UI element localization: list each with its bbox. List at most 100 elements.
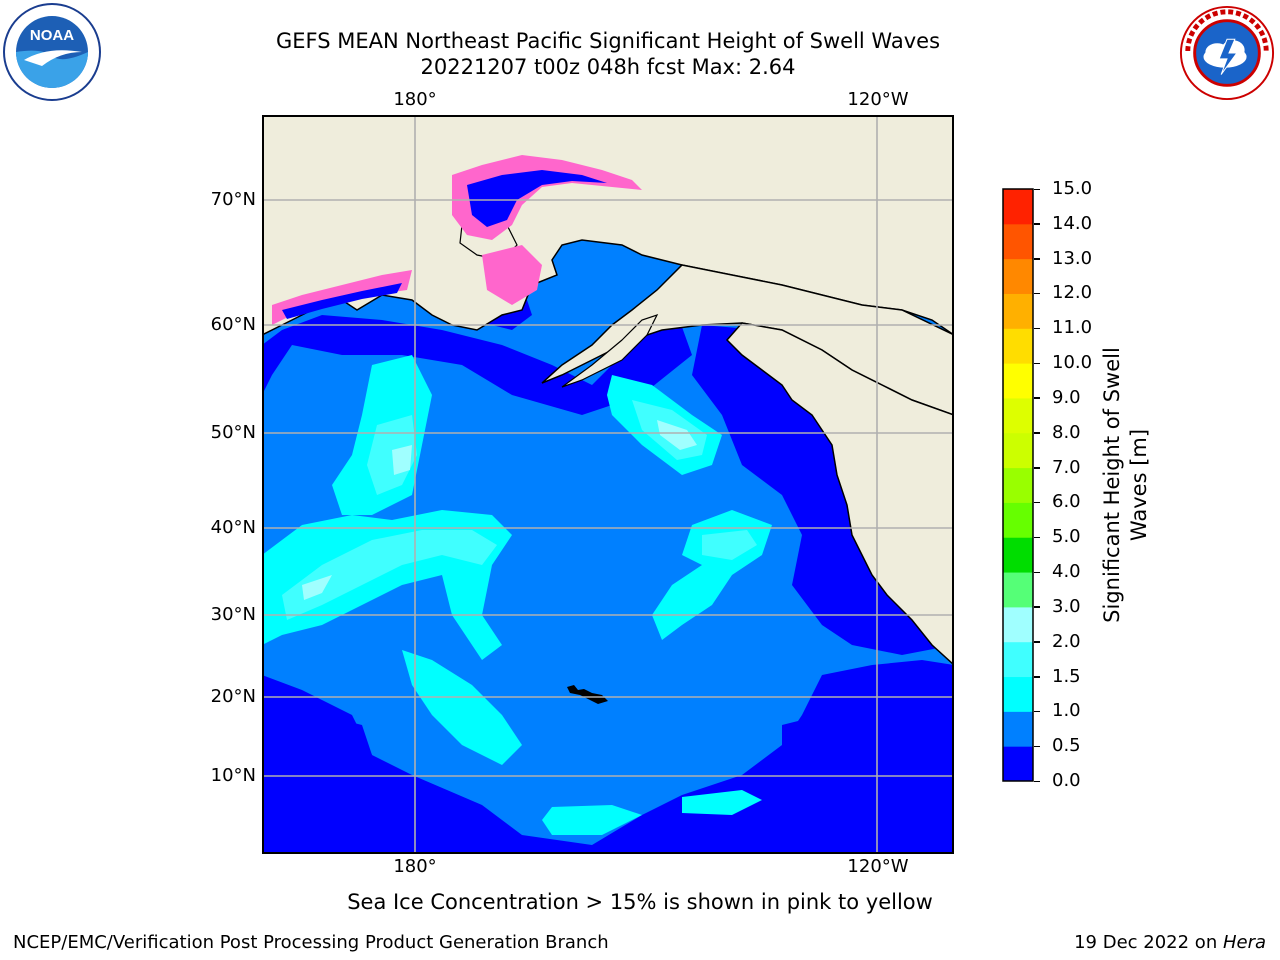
swell-low-patch2	[312, 715, 372, 760]
swell-15-north	[367, 415, 417, 495]
colorbar-tick-mark	[1034, 606, 1040, 608]
colorbar-segment	[1003, 676, 1033, 712]
swell-15-east	[702, 530, 757, 560]
map-panel	[262, 115, 954, 854]
colorbar-label-line1: Significant Height of Swell	[1100, 347, 1124, 623]
colorbar-segment	[1003, 711, 1033, 747]
swell-2-north	[392, 445, 412, 475]
colorbar-segment	[1003, 606, 1033, 643]
footer-date: 19 Dec 2022 on Hera	[1074, 932, 1266, 953]
colorbar-segment	[1003, 189, 1033, 225]
colorbar-tick-mark	[1034, 327, 1040, 330]
sea-ice-caption: Sea Ice Concentration > 15% is shown in …	[347, 890, 933, 914]
lat-label-40n: 40°N	[210, 517, 256, 538]
noaa-logo: NOAA	[3, 3, 101, 101]
chart-title: GEFS MEAN Northeast Pacific Significant …	[275, 29, 941, 53]
colorbar-tick-label: 0.5	[1052, 735, 1081, 757]
swell-1-bottom2	[682, 790, 762, 815]
colorbar-segments	[1003, 189, 1033, 782]
colorbar-tick-label: 6.0	[1052, 491, 1081, 513]
colorbar-tick-mark	[1034, 397, 1040, 399]
colorbar-tick-mark	[1034, 641, 1040, 643]
swell-15-west	[282, 530, 497, 620]
lon-label-top-180: 180°	[393, 89, 437, 110]
sea-ice-coast-inner	[282, 283, 402, 319]
colorbar-tick-mark	[1034, 188, 1040, 190]
colorbar-segment	[1003, 502, 1033, 538]
colorbar-tick-mark	[1034, 536, 1040, 539]
colorbar-segment	[1003, 537, 1033, 573]
swell-low-south-west	[262, 660, 954, 854]
colorbar-label: Significant Height of Swell Waves [m]	[1099, 335, 1155, 635]
swell-low-alaska	[262, 315, 692, 415]
sea-ice-bering-inner	[467, 170, 607, 227]
colorbar-segment	[1003, 363, 1033, 399]
lat-label-70n: 70°N	[210, 189, 256, 210]
colorbar-tick-mark	[1034, 467, 1040, 469]
colorbar-tick-label: 1.5	[1052, 665, 1081, 687]
colorbar-tick-mark	[1034, 780, 1040, 782]
colorbar-tick-mark	[1034, 432, 1040, 434]
footer-date-text: 19 Dec 2022 on	[1074, 932, 1223, 953]
map-frame	[262, 115, 954, 854]
colorbar-tick-label: 7.0	[1052, 456, 1081, 478]
footer-machine: Hera	[1222, 932, 1266, 953]
colorbar-tick-label: 8.0	[1052, 421, 1081, 443]
lat-label-50n: 50°N	[210, 422, 256, 443]
colorbar-tick-label: 14.0	[1052, 212, 1093, 234]
colorbar-segment	[1003, 223, 1033, 260]
land-peninsula	[561, 313, 659, 388]
colorbar-tick-mark	[1034, 501, 1040, 504]
swell-1-bottom	[542, 805, 642, 835]
swell-2-gulf	[657, 420, 697, 450]
colorbar-segment	[1003, 293, 1033, 329]
swell-1-south	[402, 650, 522, 765]
colorbar-tick-label: 13.0	[1052, 247, 1093, 269]
land-hawaii	[567, 685, 608, 704]
colorbar-tick-mark	[1034, 710, 1040, 713]
swell-low-patch	[782, 715, 852, 755]
sea-ice-strait	[482, 245, 542, 305]
lon-label-top-120w: 120°W	[847, 89, 909, 110]
colorbar-tick-label: 1.0	[1052, 700, 1081, 722]
colorbar-tick-label: 12.0	[1052, 282, 1093, 304]
lon-label-bottom-120w: 120°W	[847, 856, 909, 877]
colorbar-segment	[1003, 328, 1033, 364]
colorbar-segment	[1003, 467, 1033, 503]
colorbar-tick-mark	[1034, 292, 1040, 295]
colorbar-tick-label: 5.0	[1052, 526, 1081, 548]
colorbar-tick-label: 0.0	[1052, 770, 1081, 791]
graticule	[262, 115, 954, 854]
noaa-logo-text: NOAA	[30, 27, 74, 44]
nws-logo	[1179, 5, 1275, 101]
colorbar-segment	[1003, 746, 1033, 782]
lat-label-20n: 20°N	[210, 686, 256, 707]
chart-subtitle: 20221207 t00z 048h fcst Max: 2.64	[420, 55, 796, 79]
colorbar-tick-label: 15.0	[1052, 178, 1093, 199]
colorbar-tick-label: 10.0	[1052, 352, 1093, 374]
colorbar-tick-mark	[1034, 571, 1040, 574]
colorbar-frame	[1002, 188, 1034, 782]
lat-label-30n: 30°N	[210, 604, 256, 625]
colorbar-segment	[1003, 258, 1033, 294]
colorbar-label-line2: Waves [m]	[1127, 428, 1151, 542]
colorbar-segment	[1003, 641, 1033, 678]
colorbar-tick-label: 11.0	[1052, 317, 1093, 339]
swell-2-west	[302, 575, 332, 600]
colorbar	[1002, 188, 1034, 782]
colorbar-segment	[1003, 397, 1033, 434]
colorbar-tick-mark	[1034, 745, 1040, 748]
lat-label-10n: 10°N	[210, 765, 256, 786]
colorbar-tick-label: 9.0	[1052, 386, 1081, 408]
footer-branch: NCEP/EMC/Verification Post Processing Pr…	[13, 932, 609, 953]
colorbar-segment	[1003, 572, 1033, 608]
colorbar-tick-mark	[1034, 258, 1040, 260]
colorbar-tick-mark	[1034, 362, 1040, 365]
colorbar-tick-label: 2.0	[1052, 630, 1081, 652]
colorbar-tick-mark	[1034, 223, 1040, 225]
colorbar-tick-label: 4.0	[1052, 561, 1081, 583]
colorbar-tick-label: 3.0	[1052, 595, 1081, 617]
colorbar-segment	[1003, 432, 1033, 469]
colorbar-tick-mark	[1034, 676, 1040, 678]
lat-label-60n: 60°N	[210, 314, 256, 335]
